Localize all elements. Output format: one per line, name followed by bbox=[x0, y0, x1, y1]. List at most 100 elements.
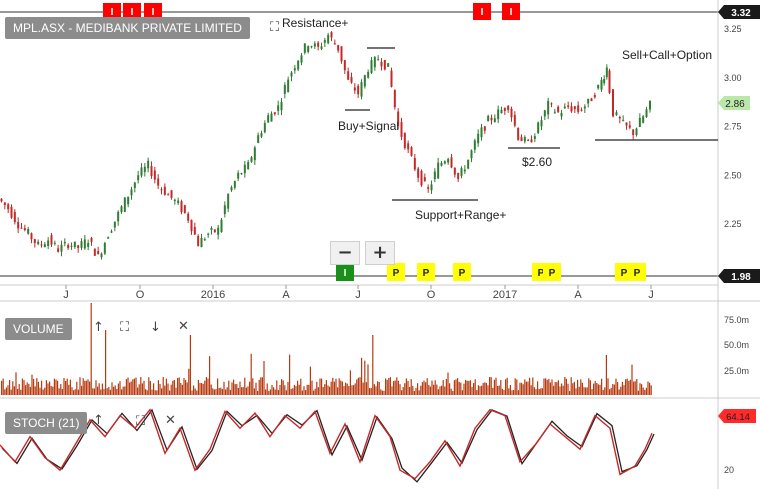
volume-bar bbox=[209, 356, 211, 395]
signal-marker-buy[interactable] bbox=[543, 263, 561, 281]
volume-bar bbox=[236, 384, 238, 395]
annotation-label: Resistance+ bbox=[282, 16, 348, 30]
volume-bar bbox=[401, 390, 403, 395]
volume-bar bbox=[205, 377, 207, 395]
volume-bar bbox=[393, 380, 395, 395]
move-up-stoch-icon[interactable]: ↑ bbox=[93, 413, 104, 428]
volume-bar bbox=[189, 335, 191, 395]
volume-bar bbox=[317, 387, 319, 395]
candle-body bbox=[63, 241, 66, 244]
volume-bar bbox=[52, 386, 54, 395]
zoom-out-button[interactable]: − bbox=[330, 241, 360, 265]
candle-body bbox=[383, 59, 386, 70]
volume-bar bbox=[455, 379, 457, 395]
signal-marker-sell[interactable] bbox=[144, 3, 162, 20]
volume-bar bbox=[561, 383, 563, 395]
volume-bar bbox=[348, 386, 350, 395]
candle-body bbox=[357, 85, 360, 95]
volume-bar bbox=[319, 378, 321, 395]
volume-bar bbox=[570, 377, 572, 395]
candle-body bbox=[200, 238, 203, 248]
candle-body bbox=[500, 109, 503, 114]
candle-body bbox=[80, 241, 83, 248]
signal-marker-sell[interactable] bbox=[473, 3, 491, 20]
volume-bar bbox=[305, 390, 307, 395]
expand-stoch-icon[interactable]: ⛶ bbox=[136, 414, 146, 429]
signal-marker-sell[interactable] bbox=[103, 3, 121, 20]
volume-bar bbox=[151, 389, 153, 395]
volume-bar bbox=[25, 385, 27, 395]
candle-body bbox=[267, 115, 270, 123]
signal-marker-buy[interactable] bbox=[453, 263, 471, 281]
volume-bar bbox=[621, 381, 623, 395]
close-volume-icon[interactable]: ✕ bbox=[178, 319, 189, 334]
volume-bar bbox=[329, 386, 331, 395]
volume-bar bbox=[186, 382, 188, 395]
volume-bar bbox=[372, 335, 374, 395]
volume-bar bbox=[133, 378, 135, 395]
volume-bar bbox=[487, 385, 489, 395]
move-up-icon[interactable]: ↑ bbox=[93, 320, 104, 335]
candle-body bbox=[280, 102, 283, 111]
candle-body bbox=[380, 61, 383, 67]
candle-body bbox=[227, 193, 230, 209]
signal-marker-sell[interactable] bbox=[123, 3, 141, 20]
volume-bar bbox=[349, 370, 351, 395]
candle-body bbox=[127, 196, 130, 205]
signal-marker-sell[interactable] bbox=[502, 3, 520, 20]
volume-bar bbox=[132, 379, 134, 395]
signal-marker-buy[interactable] bbox=[628, 263, 646, 281]
x-tick-label: 2017 bbox=[493, 289, 517, 301]
candle-body bbox=[553, 111, 556, 113]
expand-icon[interactable]: ⛶ bbox=[270, 20, 280, 35]
candle-body bbox=[487, 115, 490, 122]
volume-bar bbox=[548, 378, 550, 395]
signal-marker-buy[interactable] bbox=[417, 263, 435, 281]
volume-bar bbox=[405, 378, 407, 395]
signal-marker-buy[interactable] bbox=[387, 263, 405, 281]
expand-volume-icon[interactable]: ⛶ bbox=[120, 320, 130, 335]
candle-body bbox=[320, 46, 323, 49]
volume-bar bbox=[21, 378, 23, 395]
volume-bar bbox=[125, 379, 127, 395]
volume-bar bbox=[231, 382, 233, 395]
volume-bar bbox=[239, 381, 241, 395]
signal-marker-label: I bbox=[131, 7, 134, 18]
zoom-in-button[interactable]: + bbox=[365, 241, 395, 265]
candle-body bbox=[120, 206, 123, 213]
move-down-icon[interactable]: ↓ bbox=[150, 320, 161, 335]
volume-bar bbox=[18, 384, 20, 395]
volume-bar bbox=[375, 386, 377, 395]
volume-bar bbox=[332, 377, 334, 395]
close-stoch-icon[interactable]: ✕ bbox=[165, 413, 176, 428]
volume-bar bbox=[463, 383, 465, 395]
candle-body bbox=[10, 206, 13, 218]
volume-bar bbox=[237, 387, 239, 395]
annotation-label: Support+Range+ bbox=[415, 208, 506, 222]
volume-bar bbox=[4, 389, 6, 395]
volume-bar bbox=[461, 390, 463, 395]
candle-body bbox=[420, 170, 423, 186]
volume-bar bbox=[316, 381, 318, 395]
volume-bar bbox=[345, 382, 347, 395]
volume-bar bbox=[122, 386, 124, 395]
signal-marker-buy[interactable] bbox=[336, 263, 354, 281]
volume-bar bbox=[74, 389, 76, 395]
volume-bar bbox=[599, 384, 601, 395]
volume-bar bbox=[493, 379, 495, 395]
signal-marker-label: P bbox=[423, 268, 430, 279]
candle-body bbox=[160, 189, 163, 191]
candle-body bbox=[360, 82, 363, 97]
volume-bar bbox=[522, 384, 524, 395]
candle-body bbox=[13, 211, 16, 223]
candle-body bbox=[597, 85, 600, 89]
candle-body bbox=[642, 116, 645, 123]
volume-bar bbox=[629, 379, 631, 395]
volume-bar bbox=[578, 386, 580, 395]
candle-body bbox=[393, 89, 396, 108]
volume-bar bbox=[58, 388, 60, 395]
volume-bar bbox=[409, 386, 411, 395]
volume-bar bbox=[498, 385, 500, 395]
